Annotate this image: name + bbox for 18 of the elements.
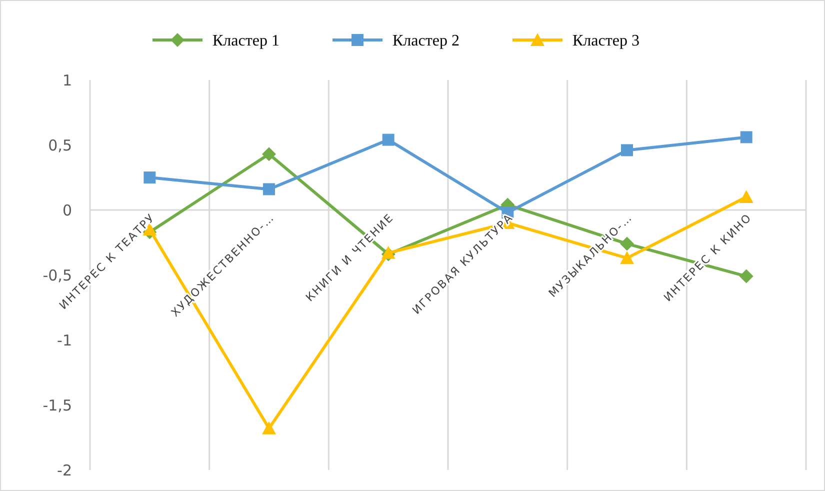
point: [739, 269, 754, 284]
point: [144, 172, 156, 184]
point: [739, 190, 754, 203]
point: [740, 131, 752, 144]
legend-label: Кластер 1: [212, 32, 280, 50]
y-tick-label: -1: [57, 331, 72, 350]
y-tick-label: -1,5: [42, 396, 72, 414]
point: [263, 183, 275, 196]
legend-label: Кластер 3: [572, 32, 640, 50]
point: [382, 134, 394, 146]
legend-label: Кластер 2: [392, 32, 460, 50]
y-tick-label: -2: [57, 461, 72, 480]
point: [262, 147, 276, 162]
y-tick-label: 0,5: [48, 136, 72, 154]
y-tick-label: 1: [62, 71, 72, 90]
point: [262, 421, 276, 434]
y-tick-label: 0: [62, 201, 72, 220]
point: [621, 144, 633, 156]
